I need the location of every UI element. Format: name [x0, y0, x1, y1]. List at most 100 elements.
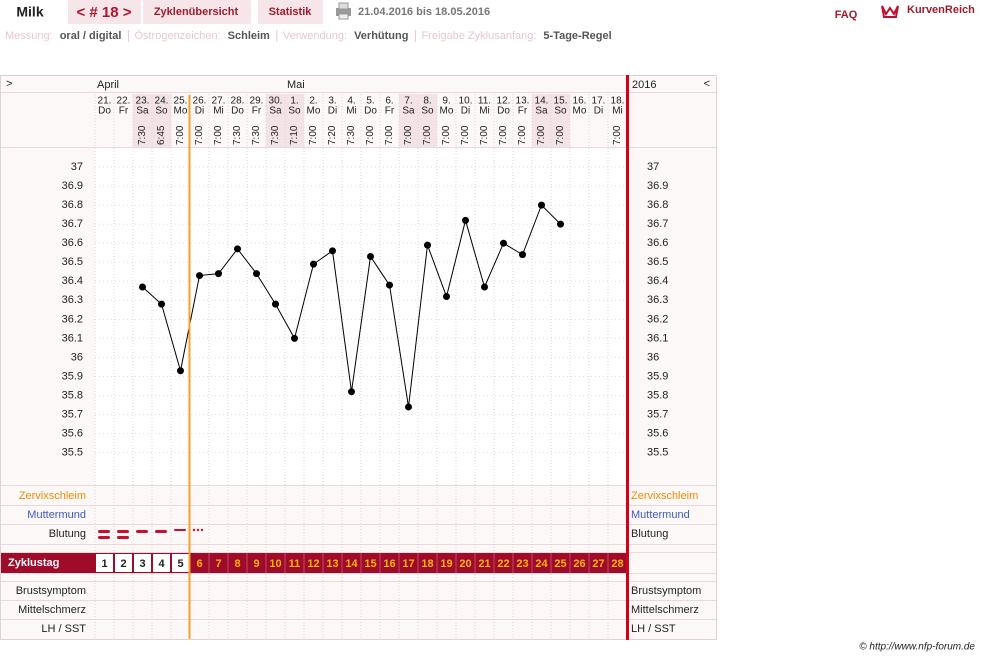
temperature-point	[234, 245, 241, 253]
temperature-point	[158, 300, 165, 308]
y-tick-label: 36.7	[62, 218, 83, 230]
weekday: So	[421, 106, 434, 117]
y-tick-label: 36.6	[62, 237, 83, 249]
measure-time: 7:30	[137, 125, 148, 145]
day-number: 15.	[554, 96, 568, 107]
temperature-point	[405, 403, 412, 411]
cycle-day: 20	[459, 558, 471, 570]
row-label: LH / SST	[631, 623, 676, 635]
setting-value: Verhütung	[354, 30, 408, 42]
faq-link[interactable]: FAQ	[835, 9, 858, 21]
cycle-day-cell	[134, 554, 151, 572]
tab-bg	[143, 0, 251, 24]
temperature-point	[272, 300, 279, 308]
cycle-day: 26	[573, 558, 585, 570]
nav-arrow[interactable]: <	[704, 78, 710, 90]
y-tick-label: 36.6	[647, 237, 668, 249]
cycle-day: 27	[592, 558, 604, 570]
bleeding-mark	[155, 530, 167, 533]
weekday: Mi	[346, 106, 357, 117]
y-tick-label: 36.8	[647, 199, 668, 211]
measure-time: 6:45	[156, 125, 167, 145]
cycle-nav[interactable]: < # 18 >	[76, 4, 131, 21]
row-label: Mittelschmerz	[18, 604, 86, 616]
weekday: Mi	[479, 106, 490, 117]
measure-time: 7:00	[422, 125, 433, 145]
setting-label: Verwendung:	[283, 30, 347, 42]
weekday: Do	[98, 106, 111, 117]
bleeding-mark	[192, 528, 196, 532]
weekday: Mo	[307, 106, 321, 117]
measure-time: 7:00	[517, 125, 528, 145]
y-tick-label: 37	[71, 161, 83, 173]
footer: © http://www.nfp-forum.de	[859, 642, 975, 653]
cycle-day: 9	[253, 558, 259, 570]
day-number: 22.	[117, 96, 131, 107]
weekday: Mo	[174, 106, 188, 117]
weekday: Do	[497, 106, 510, 117]
weekend-bg	[551, 94, 570, 147]
day-number: 17.	[592, 96, 606, 107]
weekday: Di	[195, 106, 204, 117]
y-tick-label: 35.6	[62, 427, 83, 439]
temperature-point	[310, 260, 317, 268]
weekday: Do	[364, 106, 377, 117]
cycle-day: 17	[402, 558, 414, 570]
temperature-point	[196, 272, 203, 280]
weekday: Sa	[402, 106, 415, 117]
cycle-day: 21	[478, 558, 490, 570]
cycle-day: 24	[535, 558, 548, 570]
y-tick-label: 36.9	[62, 180, 83, 192]
y-tick-label: 35.5	[62, 447, 83, 459]
day-number: 10.	[459, 96, 473, 107]
cycle-day: 6	[196, 558, 202, 570]
row-label: Zervixschleim	[631, 490, 698, 502]
measure-time: 7:00	[612, 125, 623, 145]
cycle-day: 10	[269, 558, 281, 570]
temperature-point	[329, 247, 336, 255]
y-tick-label: 36.9	[647, 180, 668, 192]
setting-value: oral / digital	[60, 30, 122, 42]
y-tick-label: 36.2	[62, 313, 83, 325]
weekend-bg	[418, 94, 437, 147]
weekday: Mo	[440, 106, 454, 117]
row-label: Zyklustag	[8, 557, 59, 569]
temperature-point	[348, 388, 355, 396]
measure-time: 7:00	[175, 125, 186, 145]
day-number: 21.	[98, 96, 112, 107]
logo-icon	[881, 5, 899, 18]
temperature-point	[367, 253, 374, 261]
temperature-point	[443, 293, 450, 301]
print-icon[interactable]	[336, 2, 351, 20]
measure-time: 7:30	[251, 125, 262, 145]
temperature-point	[177, 367, 184, 375]
cycle-day: 13	[326, 558, 338, 570]
temperature-point	[500, 239, 507, 247]
measure-time: 7:00	[213, 125, 224, 145]
y-tick-label: 35.8	[62, 389, 83, 401]
tab[interactable]: Statistik	[269, 6, 313, 18]
tab[interactable]: Zyklenübersicht	[154, 6, 239, 18]
weekday: Do	[231, 106, 244, 117]
weekend-bg	[399, 94, 418, 147]
measure-time: 7:00	[403, 125, 414, 145]
day-number: 16.	[573, 96, 587, 107]
day-number: 18.	[611, 96, 625, 107]
weekday: Mi	[612, 106, 623, 117]
measure-time: 7:30	[270, 125, 281, 145]
row-label: Muttermund	[631, 509, 690, 521]
day-number: 30.	[269, 96, 283, 107]
nav-arrow[interactable]: >	[6, 78, 12, 90]
bleeding-mark	[174, 529, 186, 531]
temperature-point	[253, 270, 260, 278]
day-number: 26.	[193, 96, 207, 107]
y-tick-label: 36	[647, 351, 659, 363]
measure-time: 7:20	[327, 125, 338, 145]
weekend-bg	[285, 94, 304, 147]
measure-time: 7:00	[555, 125, 566, 145]
temperature-point	[557, 220, 564, 228]
day-number: 12.	[497, 96, 511, 107]
measure-time: 7:00	[308, 125, 319, 145]
y-tick-label: 35.7	[647, 408, 668, 420]
logo[interactable]: KurvenReich	[907, 4, 975, 16]
